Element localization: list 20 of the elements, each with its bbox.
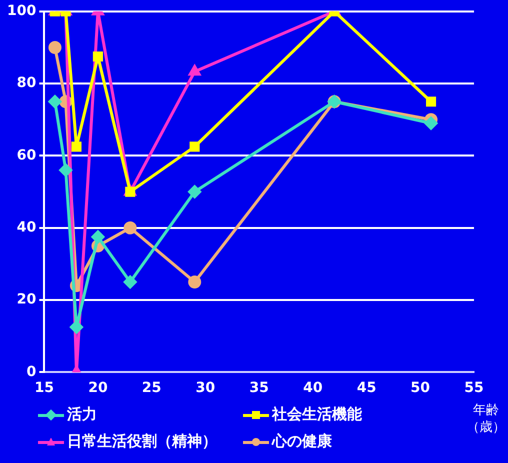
x-tick-label: 20 xyxy=(88,380,108,396)
x-tick-label: 25 xyxy=(142,380,162,396)
x-tick-label: 45 xyxy=(356,380,376,396)
y-tick-label: 0 xyxy=(26,364,36,380)
legend-label: 活力 xyxy=(67,405,97,424)
x-tick-label: 50 xyxy=(410,380,430,396)
y-tick-label: 80 xyxy=(16,75,36,92)
y-tick-label: 100 xyxy=(6,3,36,20)
y-tick-label: 40 xyxy=(16,220,36,236)
x-tick-label: 30 xyxy=(196,380,216,396)
y-tick-label: 20 xyxy=(16,292,36,308)
legend-label: 心の健康 xyxy=(272,432,332,451)
x-tick-label: 55 xyxy=(464,380,484,396)
x-tick-label: 15 xyxy=(34,380,54,396)
x-tick-label: 40 xyxy=(303,380,323,396)
legend-label: 社会生活機能 xyxy=(272,405,362,424)
legend-label: 日常生活役割（精神） xyxy=(67,432,217,451)
x-tick-label: 35 xyxy=(249,380,269,396)
x-axis-title: 年齢（歳） xyxy=(466,402,506,436)
y-tick-label: 60 xyxy=(16,147,36,164)
